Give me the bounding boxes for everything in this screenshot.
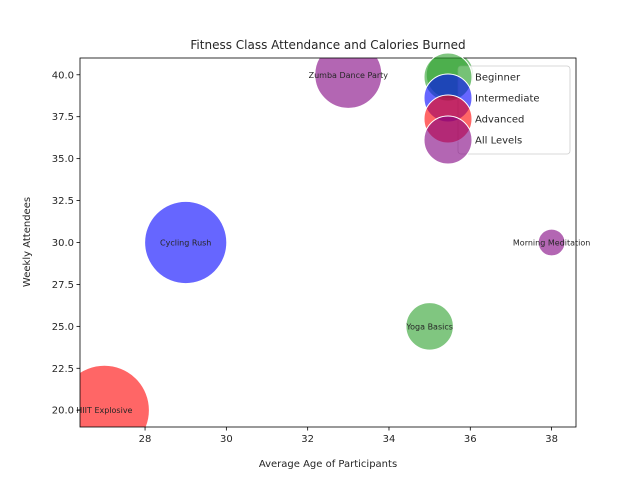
x-tick-label: 38 bbox=[545, 434, 558, 445]
chart-title: Fitness Class Attendance and Calories Bu… bbox=[190, 38, 465, 52]
legend-label-advanced: Advanced bbox=[475, 115, 524, 126]
bubble-cycling-rush bbox=[144, 200, 228, 285]
y-tick-label: 25.0 bbox=[52, 322, 74, 333]
bubble-label-cycling-rush: Cycling Rush bbox=[160, 239, 211, 248]
x-tick-label: 32 bbox=[301, 434, 314, 445]
x-tick-label: 28 bbox=[139, 434, 152, 445]
bubble-label-zumba-dance-party: Zumba Dance Party bbox=[309, 71, 389, 80]
y-tick-label: 27.5 bbox=[52, 280, 74, 291]
y-tick-label: 40.0 bbox=[52, 70, 74, 81]
y-tick-label: 20.0 bbox=[52, 406, 74, 417]
y-tick-label: 22.5 bbox=[52, 364, 74, 375]
bubble-yoga-basics bbox=[405, 302, 454, 351]
x-tick-label: 34 bbox=[383, 434, 396, 445]
legend-marker-all-levels bbox=[423, 115, 473, 165]
bubble-label-layer: Zumba Dance Party Cycling Rush Morning Med… bbox=[76, 71, 590, 415]
y-tick-label: 35.0 bbox=[52, 154, 74, 165]
legend-label-intermediate: Intermediate bbox=[475, 94, 540, 105]
y-tick-label: 32.5 bbox=[52, 196, 74, 207]
y-axis-label: Weekly Attendees bbox=[22, 197, 33, 287]
bubble-label-yoga-basics: Yoga Basics bbox=[405, 322, 453, 331]
legend: Beginner Intermediate Advanced All Levels bbox=[423, 52, 571, 165]
x-tick-label: 36 bbox=[464, 434, 477, 445]
bubble-label-hiit-explosive: HIIT Explosive bbox=[76, 406, 132, 415]
bubble-label-morning-meditation: Morning Meditation bbox=[513, 239, 590, 248]
bubble-layer bbox=[80, 58, 566, 427]
legend-label-all-levels: All Levels bbox=[475, 136, 522, 147]
x-tick-label: 30 bbox=[220, 434, 233, 445]
y-tick-label: 30.0 bbox=[52, 238, 74, 249]
bubble-zumba-dance-party bbox=[314, 58, 383, 109]
legend-label-beginner: Beginner bbox=[475, 73, 521, 84]
bubble-morning-meditation bbox=[537, 228, 566, 257]
x-axis: 28 30 32 34 36 38 bbox=[139, 427, 558, 445]
y-tick-label: 37.5 bbox=[52, 112, 74, 123]
x-axis-label: Average Age of Participants bbox=[259, 459, 397, 470]
bubble-hiit-explosive bbox=[80, 364, 150, 427]
y-axis: 20.0 22.5 25.0 27.5 30.0 32.5 35.0 37.5 40.0 bbox=[52, 70, 80, 417]
